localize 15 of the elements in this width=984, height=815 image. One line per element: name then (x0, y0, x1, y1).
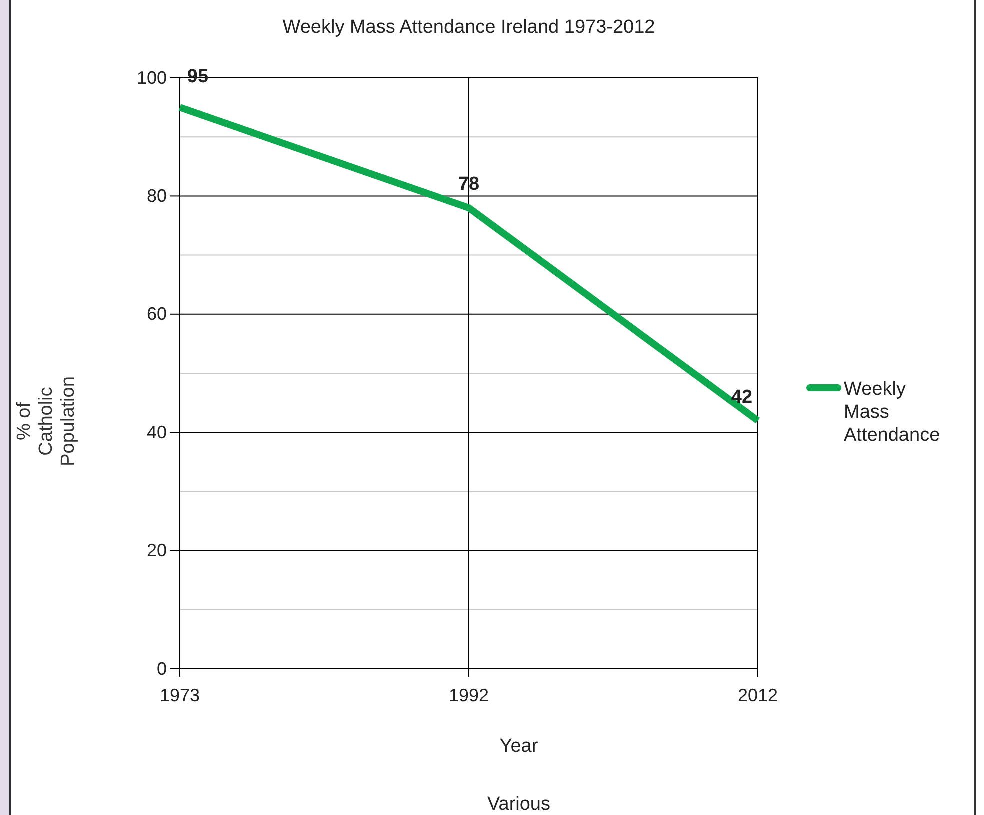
legend-label: Weekly Mass Attendance (844, 379, 940, 446)
x-tick-label: 1973 (160, 686, 200, 706)
data-label: 42 (731, 386, 753, 408)
y-tick-label: 100 (136, 68, 167, 88)
chart-title: Weekly Mass Attendance Ireland 1973-2012 (282, 17, 656, 38)
y-tick-label: 80 (146, 186, 167, 206)
x-tick-label: 2012 (738, 686, 778, 706)
y-tick-label: 60 (146, 304, 167, 324)
x-tick-label: 1992 (448, 686, 490, 706)
x-axis-title: Year (500, 736, 539, 757)
y-tick-label: 0 (156, 658, 167, 679)
y-axis-title: % of Catholic Population (14, 376, 79, 466)
y-tick-label: 20 (146, 540, 167, 561)
y-tick-label: 40 (146, 422, 167, 442)
text: Various (487, 794, 551, 815)
